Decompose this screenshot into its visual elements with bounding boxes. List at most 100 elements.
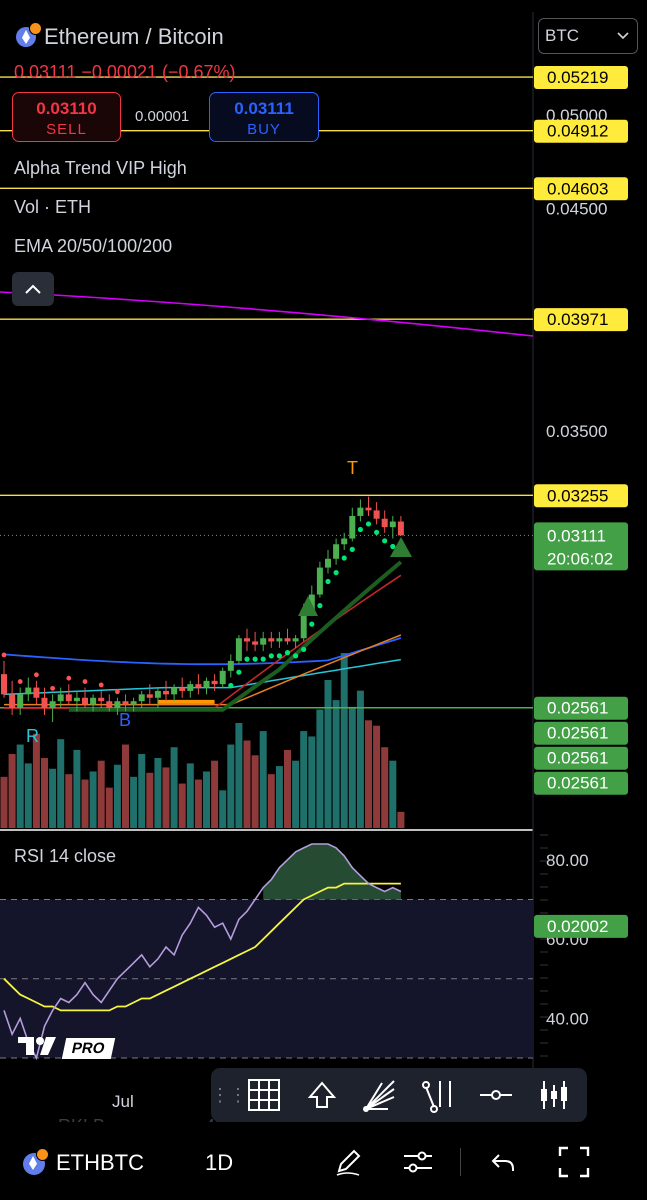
candle-body (163, 690, 169, 695)
alpha-trend-line (68, 560, 403, 712)
buy-label: BUY (247, 121, 281, 138)
fullscreen-icon[interactable] (554, 1142, 594, 1182)
symbol-coin-icon (14, 1144, 54, 1184)
level-badge (534, 177, 628, 201)
buy-button[interactable]: 0.03111 BUY (209, 92, 319, 142)
candle-body (195, 684, 202, 688)
volume-bar (194, 779, 202, 828)
candle-body (373, 510, 380, 519)
line-tool-button[interactable] (467, 1068, 525, 1122)
candle-body (211, 680, 218, 685)
ethereum-coin-icon (16, 22, 42, 47)
volume-bar (340, 653, 348, 828)
ema200-line (3, 637, 402, 666)
volume-bar (219, 790, 227, 828)
rsi-ma-line (3, 882, 401, 1012)
candle-body (33, 687, 40, 698)
pencil-icon[interactable] (328, 1142, 368, 1182)
candle-body (154, 690, 161, 698)
volume-bar (348, 706, 356, 828)
bottom-symbol-button[interactable]: ETHBTC (56, 1150, 144, 1175)
fib-fan-tool-button[interactable] (351, 1068, 409, 1122)
level-badge-label: 0.02561 (547, 774, 608, 793)
volume-bar (81, 779, 89, 828)
tradingview-pro-logo: PRO (16, 1034, 124, 1062)
indicator-volume[interactable]: Vol · ETH (14, 197, 92, 217)
volume-bar (41, 758, 48, 828)
signal-dot-red (98, 682, 104, 688)
volume-bar (365, 720, 372, 828)
level-badge (534, 119, 628, 143)
candle-body (389, 521, 396, 528)
candle-body (90, 697, 97, 705)
indicator-alpha-trend[interactable]: Alpha Trend VIP High (14, 158, 187, 178)
signal-dot (260, 656, 266, 662)
candle-body (1, 674, 7, 695)
pitchfork-tool-button[interactable] (409, 1068, 467, 1122)
rsi-legend[interactable]: RSI 14 close (14, 846, 117, 866)
chevron-up-icon (25, 284, 41, 294)
sell-button[interactable]: 0.03110 SELL (12, 92, 121, 142)
currency-select[interactable]: BTC (538, 18, 638, 54)
volume-bar (203, 771, 210, 828)
candle-body (357, 507, 364, 516)
candle-body (276, 638, 283, 642)
level-badge-label: 0.05219 (547, 68, 608, 87)
sell-label: SELL (46, 121, 87, 138)
candle-body (244, 638, 250, 642)
candle-body (98, 697, 105, 702)
volume-bar (162, 767, 170, 828)
marker-b: B (119, 710, 131, 730)
volume-bar (73, 749, 81, 828)
signal-dot (293, 653, 299, 659)
arrow-up-icon (307, 1081, 337, 1108)
volume-bar (113, 764, 121, 828)
candle-body (122, 701, 129, 705)
symbol-title[interactable]: Ethereum / Bitcoin (16, 22, 224, 50)
spread-value: 0.00001 (135, 108, 190, 125)
settings-sliders-icon[interactable] (398, 1142, 438, 1182)
volume-bar (138, 753, 146, 828)
volume-bar (178, 783, 186, 828)
price-change-quote: 0.03111 −0.00021 (−0.67%) (14, 62, 236, 82)
volume-bar (284, 749, 291, 828)
candles-tool-button[interactable] (525, 1068, 583, 1122)
candle-body (138, 694, 145, 702)
candle-body (308, 594, 315, 610)
arrow-tool-button[interactable] (293, 1068, 351, 1122)
signal-dot-red (115, 689, 120, 695)
marker-r: R (26, 726, 39, 746)
level-badge (534, 746, 628, 770)
level-badge-label: 0.02561 (547, 724, 608, 743)
grid-icon (248, 1079, 280, 1111)
collapse-legend-button[interactable] (12, 272, 54, 306)
volume-bar (32, 733, 40, 828)
volume-bar (356, 690, 364, 828)
rsi-overbought-fill (263, 843, 401, 900)
undo-icon[interactable] (483, 1142, 523, 1182)
signal-dot (228, 682, 234, 689)
signal-dot (276, 653, 282, 659)
indicator-ema[interactable]: EMA 20/50/100/200 (14, 236, 173, 256)
bottom-interval-button[interactable]: 1D (205, 1150, 234, 1175)
rsi-line (3, 843, 402, 1061)
candle-body (349, 515, 356, 539)
volume-bar (308, 736, 316, 828)
status-strip (0, 0, 647, 12)
level-badge (534, 721, 628, 745)
candle-body (9, 694, 16, 709)
bitcoin-badge-icon (29, 22, 42, 35)
candle-body (65, 694, 72, 702)
long-ema-line (0, 291, 534, 337)
volume-bar (170, 747, 178, 828)
volume-bar (251, 755, 259, 828)
drawing-toolbar[interactable]: ⋮⋮ (211, 1068, 587, 1122)
grid-tool-button[interactable] (235, 1068, 293, 1122)
signal-dot (390, 543, 396, 550)
x-tick-jul: Jul (112, 1092, 134, 1111)
ema100-line (3, 658, 402, 696)
candle-body (381, 518, 388, 528)
drag-handle-icon[interactable]: ⋮⋮ (211, 1084, 247, 1105)
